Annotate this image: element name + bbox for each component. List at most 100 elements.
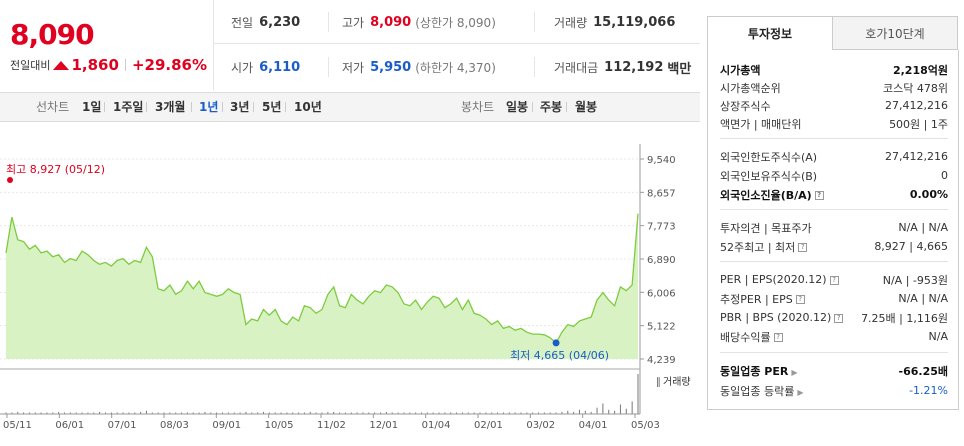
info-key: 배당수익률 (720, 330, 771, 344)
info-row[interactable]: 동일업종 등락률 ▶ -1.21% (720, 381, 948, 400)
tab-daily[interactable]: 일봉 (506, 100, 529, 114)
x-tick-label: 06/01 (55, 420, 84, 431)
stat-low: 저가 5,950 (하한가 4,370) (342, 45, 496, 89)
info-value: N/A | -953원 (882, 273, 948, 287)
tab-1d[interactable]: 1일 (82, 100, 102, 114)
x-tick-label: 11/02 (317, 420, 346, 431)
x-tick-label: 03/02 (526, 420, 555, 431)
tab-3y[interactable]: 3년 (230, 100, 250, 114)
info-table: 시가총액 2,218억원 시가총액순위 코스닥 478위 상장주식수 27,412,2… (707, 50, 959, 410)
current-price: 8,090 (10, 18, 95, 51)
stats-row-2: 시가 6,110 저가 5,950 (하한가 4,370) 거래대금 112,1… (214, 45, 700, 89)
info-row: 외국인보유주식수(B) 0 (720, 166, 948, 185)
help-icon[interactable]: ? (798, 243, 808, 252)
info-value: -1.21% (909, 384, 948, 397)
divider (534, 57, 535, 77)
info-row: 52주최고 | 최저? 8,927 | 4,665 (720, 237, 948, 256)
info-key: 52주최고 | 최저 (720, 240, 796, 254)
divider (720, 138, 948, 139)
x-tick-label: 09/01 (212, 420, 241, 431)
divider (285, 102, 286, 112)
info-value: N/A (928, 330, 948, 343)
x-tick-label: 05/03 (631, 420, 660, 431)
info-row: PBR | BPS (2020.12)? 7.25배 | 1,116원 (720, 308, 948, 327)
help-icon[interactable]: ? (773, 333, 783, 342)
x-tick-label: 12/01 (369, 420, 398, 431)
line-chart-label: 선차트 (36, 100, 70, 114)
divider (191, 102, 192, 112)
volume-label: 거래량 (663, 376, 691, 388)
stat-label: 거래량 (554, 15, 588, 30)
stat-label: 저가 (342, 60, 365, 75)
stat-label: 고가 (342, 15, 365, 30)
info-key: 추정PER | EPS (720, 292, 793, 306)
info-row: 상장주식수 27,412,216 (720, 96, 948, 115)
help-icon[interactable]: ? (829, 275, 839, 285)
info-key: PBR | BPS (2020.12) (720, 311, 832, 324)
tab-investment-info[interactable]: 투자정보 (707, 16, 833, 50)
tab-10y[interactable]: 10년 (294, 100, 322, 114)
info-key: 외국인보유주식수(B) (720, 169, 818, 183)
stat-label: 전일 (231, 15, 254, 30)
y-tick-label: 9,540 (647, 155, 676, 166)
info-key: 시가총액 (720, 63, 761, 77)
stat-value: 6,110 (259, 59, 301, 75)
diff-label: 전일대비 (10, 59, 51, 72)
tab-1y[interactable]: 1년 (199, 100, 219, 114)
info-key: 시가총액순위 (720, 81, 781, 95)
stat-amount: 거래대금 112,192 백만 (554, 45, 691, 89)
info-row: 액면가 | 매매단위 500원 | 1주 (720, 114, 948, 133)
info-key: 동일업종 등락률 (720, 384, 795, 398)
stat-open: 시가 6,110 (231, 45, 300, 89)
x-tick-label: 04/01 (579, 420, 608, 431)
tab-monthly[interactable]: 월봉 (575, 100, 598, 114)
caret-right-icon: ▶ (791, 367, 798, 377)
diff-value: 1,860 (71, 56, 119, 74)
help-icon[interactable]: ? (814, 191, 824, 200)
divider (566, 102, 567, 112)
price-stats: 전일 6,230 고가 8,090 (상한가 8,090) 거래량 15,119… (214, 0, 700, 90)
divider (222, 102, 223, 112)
info-value: 8,927 | 4,665 (874, 240, 948, 253)
up-arrow-icon (53, 60, 70, 70)
info-value: 27,412,216 (885, 150, 948, 163)
price-line (5, 213, 639, 344)
help-icon[interactable]: ? (795, 295, 805, 304)
x-axis-ticks: 05/11 06/01 07/01 08/03 09/01 10/05 11/02 12/01… (3, 414, 660, 431)
tab-order-book[interactable]: 호가10단계 (832, 16, 958, 50)
info-row[interactable]: 동일업종 PER ▶ -66.25배 (720, 361, 948, 380)
tab-1w[interactable]: 1주일 (113, 100, 144, 114)
y-tick-label: 7,773 (647, 222, 676, 233)
y-tick-label: 6,006 (647, 288, 676, 299)
info-row: 투자의견 | 목표주가 N/A | N/A (720, 218, 948, 237)
x-tick-label: 07/01 (108, 420, 137, 431)
stat-value: 15,119,066 (593, 14, 676, 30)
stat-label: 거래대금 (554, 60, 599, 75)
stat-sub: (상한가 8,090) (415, 15, 496, 30)
stat-value: 6,230 (259, 14, 301, 30)
volume-legend-mark: ∥ (656, 377, 661, 388)
x-tick-label: 05/11 (3, 420, 32, 431)
divider (253, 102, 254, 112)
price-summary: 8,090 전일대비 1,860 +29.86% (0, 0, 214, 90)
help-icon[interactable]: ? (834, 313, 844, 323)
chart-period-tabs: 선차트 1일 1주일 3개월 1년 3년 5년 10년 봉차트 일봉 주봉 월봉 (0, 92, 700, 122)
tab-3m[interactable]: 3개월 (155, 100, 186, 114)
stat-prev-close: 전일 6,230 (231, 0, 300, 44)
x-tick-label: 08/03 (160, 420, 189, 431)
divider (328, 57, 329, 77)
price-chart: 9,540 8,657 7,773 6,890 6,006 5,122 4,239 최고 8… (0, 144, 691, 431)
x-tick-label: 10/05 (265, 420, 294, 431)
tab-weekly[interactable]: 주봉 (540, 100, 563, 114)
info-value: 500원 | 1주 (889, 117, 948, 131)
info-value: 코스닥 478위 (883, 81, 948, 95)
divider (328, 12, 329, 32)
low-marker (552, 339, 560, 347)
stat-value: 8,090 (370, 14, 412, 30)
tab-5y[interactable]: 5년 (262, 100, 282, 114)
info-row: 배당수익률? N/A (720, 327, 948, 346)
info-key: 동일업종 PER (720, 364, 789, 378)
divider (124, 59, 126, 71)
info-row: 시가총액 2,218억원 (720, 60, 948, 79)
investment-info-panel: 투자정보 호가10단계 시가총액 2,218억원 시가총액순위 코스닥 478위 상… (707, 0, 964, 446)
